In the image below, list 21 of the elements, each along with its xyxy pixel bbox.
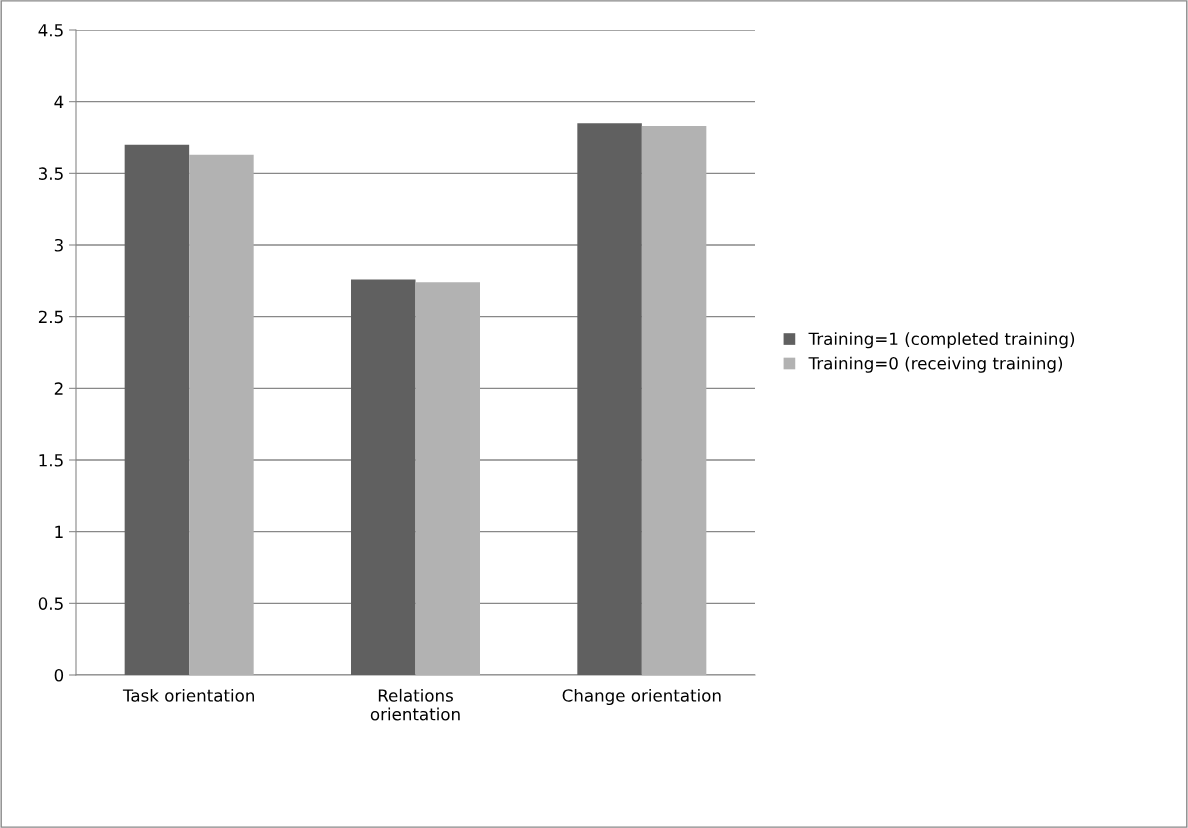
y-tick-label: 2 <box>54 382 63 395</box>
bar <box>415 282 481 675</box>
legend-label: Training=1 (completed training) <box>808 332 1075 349</box>
y-tick-label: 1 <box>55 525 63 538</box>
y-tick-label: 0.5 <box>38 597 63 610</box>
bar <box>189 154 254 675</box>
y-tick-label: 3.5 <box>38 167 63 180</box>
bar <box>124 144 190 675</box>
legend-label: Training=0 (receiving training) <box>808 356 1063 373</box>
y-tick-label: 3 <box>54 238 63 252</box>
bar <box>577 123 642 675</box>
x-tick-label: Relations orientation <box>370 688 460 721</box>
y-tick-label: 1.5 <box>39 454 63 467</box>
y-tick-label: 4 <box>54 95 64 108</box>
x-tick-label: Change orientation <box>562 688 721 706</box>
x-tick-label: Task orientation <box>122 688 254 702</box>
bar <box>641 126 707 675</box>
y-tick-label: 4.5 <box>38 24 63 37</box>
bar <box>351 279 416 675</box>
y-tick-label: 0 <box>54 668 64 682</box>
y-tick-label: 2.5 <box>38 310 63 324</box>
